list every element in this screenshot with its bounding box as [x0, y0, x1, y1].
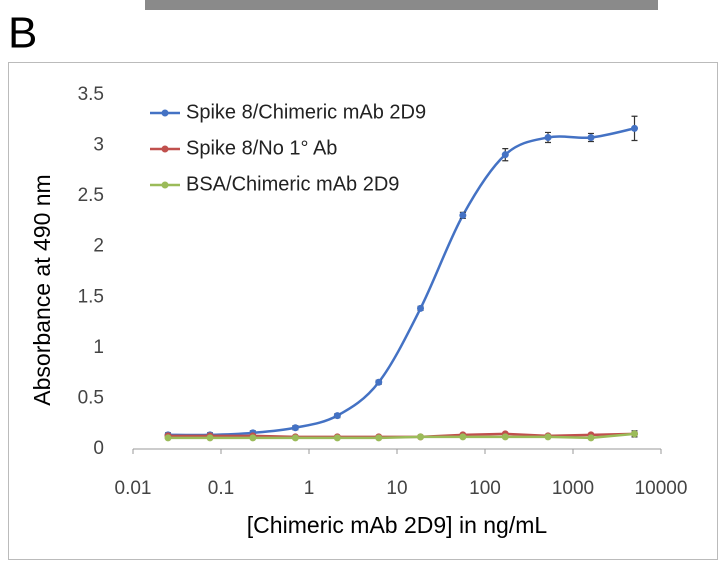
- data-point: [375, 378, 383, 386]
- data-point: [459, 433, 467, 441]
- y-tick-label: 1: [93, 337, 104, 358]
- y-tick-label: 3.5: [78, 84, 104, 105]
- y-tick-label: 0.5: [78, 387, 104, 408]
- legend-label: Spike 8/No 1° Ab: [186, 137, 337, 159]
- legend-marker: [161, 145, 169, 153]
- legend-label: BSA/Chimeric mAb 2D9: [186, 173, 399, 195]
- data-point: [417, 433, 425, 441]
- data-point: [249, 434, 257, 442]
- data-point: [631, 124, 639, 132]
- data-point: [544, 133, 552, 141]
- data-point: [291, 424, 299, 432]
- legend-label: Spike 8/Chimeric mAb 2D9: [186, 101, 426, 123]
- y-tick-label: 0: [93, 438, 104, 459]
- data-point: [417, 304, 425, 312]
- panel-label: B: [8, 9, 37, 58]
- series-line: [168, 432, 635, 440]
- x-tick-label: 0.1: [208, 478, 234, 499]
- data-point: [164, 434, 172, 442]
- data-point: [291, 434, 299, 442]
- data-point: [459, 211, 467, 219]
- legend-marker: [161, 109, 169, 117]
- x-axis-label: [Chimeric mAb 2D9] in ng/mL: [247, 512, 548, 538]
- data-point: [333, 434, 341, 442]
- legend-marker: [161, 181, 169, 189]
- x-tick-label: 100: [469, 478, 501, 499]
- data-point: [501, 151, 509, 159]
- chart-frame: [8, 62, 718, 560]
- x-tick-label: 10: [386, 478, 407, 499]
- image-fragment: [145, 0, 658, 10]
- y-tick-label: 1.5: [78, 286, 104, 307]
- x-tick-label: 1000: [552, 478, 594, 499]
- data-point: [631, 430, 639, 438]
- y-tick-label: 3: [93, 135, 104, 156]
- x-tick-label: 0.01: [115, 478, 152, 499]
- data-point: [375, 434, 383, 442]
- data-point: [333, 412, 341, 420]
- data-point: [587, 133, 595, 141]
- data-point: [544, 433, 552, 441]
- x-tick-label: 10000: [635, 478, 688, 499]
- y-tick-label: 2.5: [78, 185, 104, 206]
- y-axis-label: Absorbance at 490 nm: [29, 174, 55, 405]
- data-point: [206, 434, 214, 442]
- x-tick-label: 1: [304, 478, 315, 499]
- data-point: [501, 433, 509, 441]
- y-tick-label: 2: [93, 236, 104, 257]
- data-point: [587, 434, 595, 442]
